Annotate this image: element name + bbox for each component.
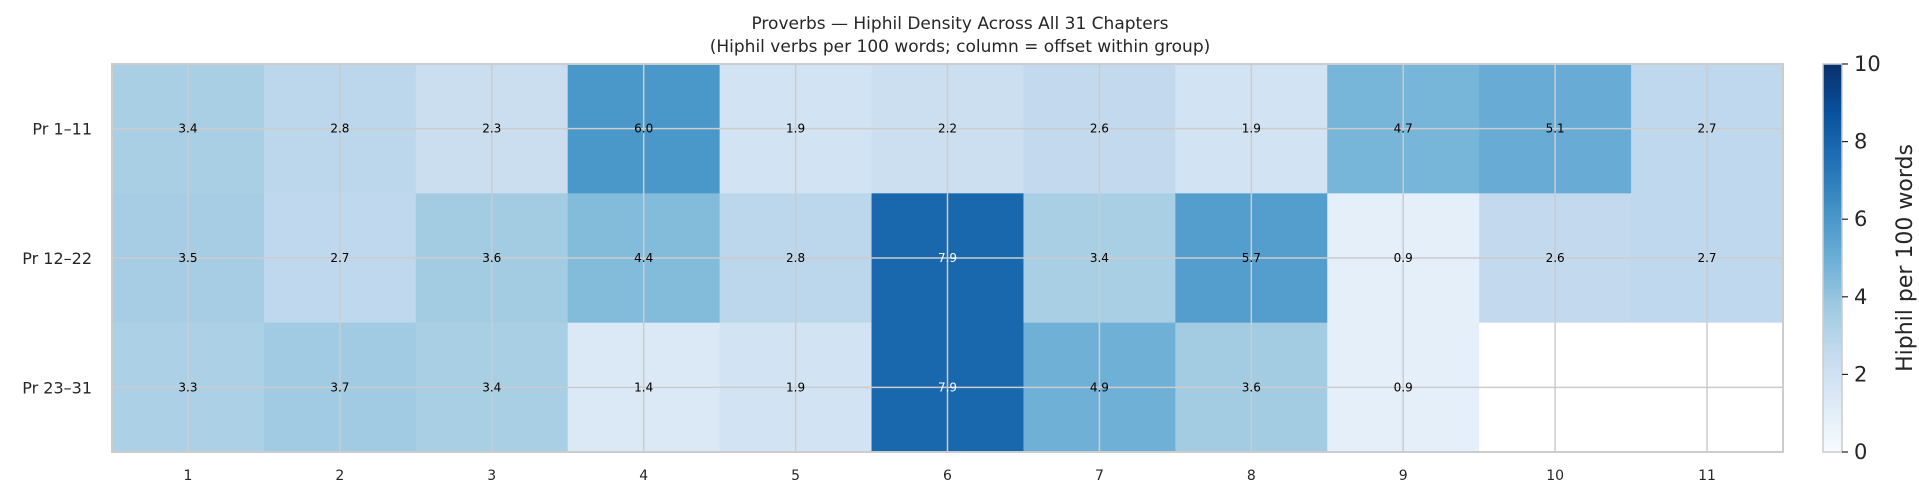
colorbar-tick-label: 0 [1854,440,1867,464]
column-tick-label: 2 [335,468,344,484]
column-tick-label: 5 [791,468,800,484]
colorbar [1822,63,1843,453]
column-tick-label: 1 [183,468,192,484]
cell-value-label: 4.4 [634,251,653,265]
cell-value-label: 7.9 [938,380,957,394]
cell-value-label: 2.6 [1546,251,1565,265]
row-label: Pr 1–11 [32,120,92,139]
cell-value-label: 2.8 [330,122,349,136]
cell-value-label: 2.8 [786,251,805,265]
column-tick-label: 3 [487,468,496,484]
cell-value-label: 1.4 [634,380,653,394]
cell-value-label: 2.3 [482,122,501,136]
chart-title: Proverbs — Hiphil Density Across All 31 … [751,14,1168,34]
cell-value-label: 5.1 [1546,122,1565,136]
cell-value-label: 3.3 [178,380,197,394]
cell-value-label: 4.7 [1394,122,1413,136]
colorbar-tick-label: 6 [1854,207,1867,231]
cell-value-label: 7.9 [938,251,957,265]
cell-value-label: 2.6 [1090,122,1109,136]
row-label: Pr 23–31 [22,378,92,397]
column-tick-label: 10 [1546,468,1564,484]
chart-subtitle: (Hiphil verbs per 100 words; column = of… [710,37,1211,57]
column-tick-label: 9 [1399,468,1408,484]
cell-value-label: 2.7 [330,251,349,265]
cell-value-label: 6.0 [634,122,653,136]
cell-value-labels: 3.4 2.8 2.3 6.0 1.9 2.2 2.6 1.9 4.7 5.1 2.7 3.5 2.7 3… [178,122,1716,395]
gridlines [112,64,1783,452]
column-tick-label: 7 [1095,468,1104,484]
cell-value-label: 3.7 [330,380,349,394]
cell-value-label: 1.9 [786,122,805,136]
row-label: Pr 12–22 [22,249,92,268]
colorbar-tick-label: 8 [1854,130,1867,154]
column-tick-label: 4 [639,468,648,484]
cell-value-label: 2.2 [938,122,957,136]
cell-value-label: 3.6 [1242,380,1261,394]
row-labels: Pr 1–11 Pr 12–22 Pr 23–31 [22,120,92,398]
cell-value-label: 3.4 [482,380,501,394]
column-tick-labels: 1 2 3 4 5 6 7 8 9 10 11 [183,468,1715,484]
colorbar-tick-label: 10 [1854,52,1881,76]
cell-value-label: 0.9 [1394,380,1413,394]
column-tick-label: 11 [1698,468,1716,484]
cell-value-label: 2.7 [1697,122,1716,136]
cell-value-label: 3.6 [482,251,501,265]
cell-value-label: 5.7 [1242,251,1261,265]
column-tick-label: 8 [1247,468,1256,484]
plot-frame [111,63,1784,453]
column-tick-label: 6 [943,468,952,484]
cell-value-label: 1.9 [1242,122,1261,136]
colorbar-tick-label: 2 [1854,362,1867,386]
cell-value-label: 1.9 [786,380,805,394]
cell-value-label: 3.4 [1090,251,1109,265]
cell-value-label: 2.7 [1697,251,1716,265]
cell-value-label: 3.4 [178,122,197,136]
cell-value-label: 3.5 [178,251,197,265]
cell-value-label: 0.9 [1394,251,1413,265]
colorbar-tick-label: 4 [1854,285,1867,309]
colorbar-ticks: 0 2 4 6 8 10 [1842,52,1881,464]
cell-value-label: 4.9 [1090,380,1109,394]
colorbar-label: Hiphil per 100 words [1893,144,1918,372]
